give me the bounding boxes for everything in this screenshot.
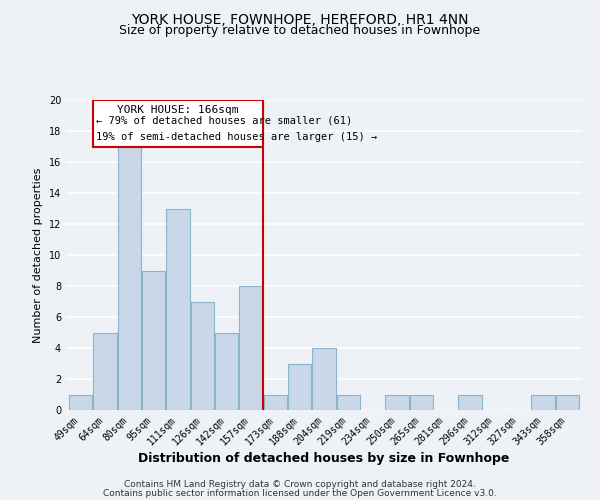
Bar	[264, 394, 287, 410]
Bar	[215, 332, 238, 410]
Bar	[288, 364, 311, 410]
Bar	[118, 146, 141, 410]
Bar	[166, 208, 190, 410]
Bar	[313, 348, 335, 410]
FancyBboxPatch shape	[93, 100, 263, 146]
Text: 19% of semi-detached houses are larger (15) →: 19% of semi-detached houses are larger (…	[97, 132, 377, 142]
X-axis label: Distribution of detached houses by size in Fownhope: Distribution of detached houses by size …	[139, 452, 509, 466]
Y-axis label: Number of detached properties: Number of detached properties	[33, 168, 43, 342]
Text: Size of property relative to detached houses in Fownhope: Size of property relative to detached ho…	[119, 24, 481, 37]
Bar	[69, 394, 92, 410]
Bar	[191, 302, 214, 410]
Bar	[94, 332, 116, 410]
Bar	[385, 394, 409, 410]
Bar	[337, 394, 360, 410]
Bar	[239, 286, 263, 410]
Text: YORK HOUSE, FOWNHOPE, HEREFORD, HR1 4NN: YORK HOUSE, FOWNHOPE, HEREFORD, HR1 4NN	[131, 12, 469, 26]
Text: Contains public sector information licensed under the Open Government Licence v3: Contains public sector information licen…	[103, 488, 497, 498]
Bar	[556, 394, 579, 410]
Bar	[142, 270, 165, 410]
Bar	[410, 394, 433, 410]
Text: YORK HOUSE: 166sqm: YORK HOUSE: 166sqm	[117, 104, 239, 115]
Text: Contains HM Land Registry data © Crown copyright and database right 2024.: Contains HM Land Registry data © Crown c…	[124, 480, 476, 489]
Bar	[532, 394, 554, 410]
Text: ← 79% of detached houses are smaller (61): ← 79% of detached houses are smaller (61…	[97, 115, 353, 125]
Bar	[458, 394, 482, 410]
